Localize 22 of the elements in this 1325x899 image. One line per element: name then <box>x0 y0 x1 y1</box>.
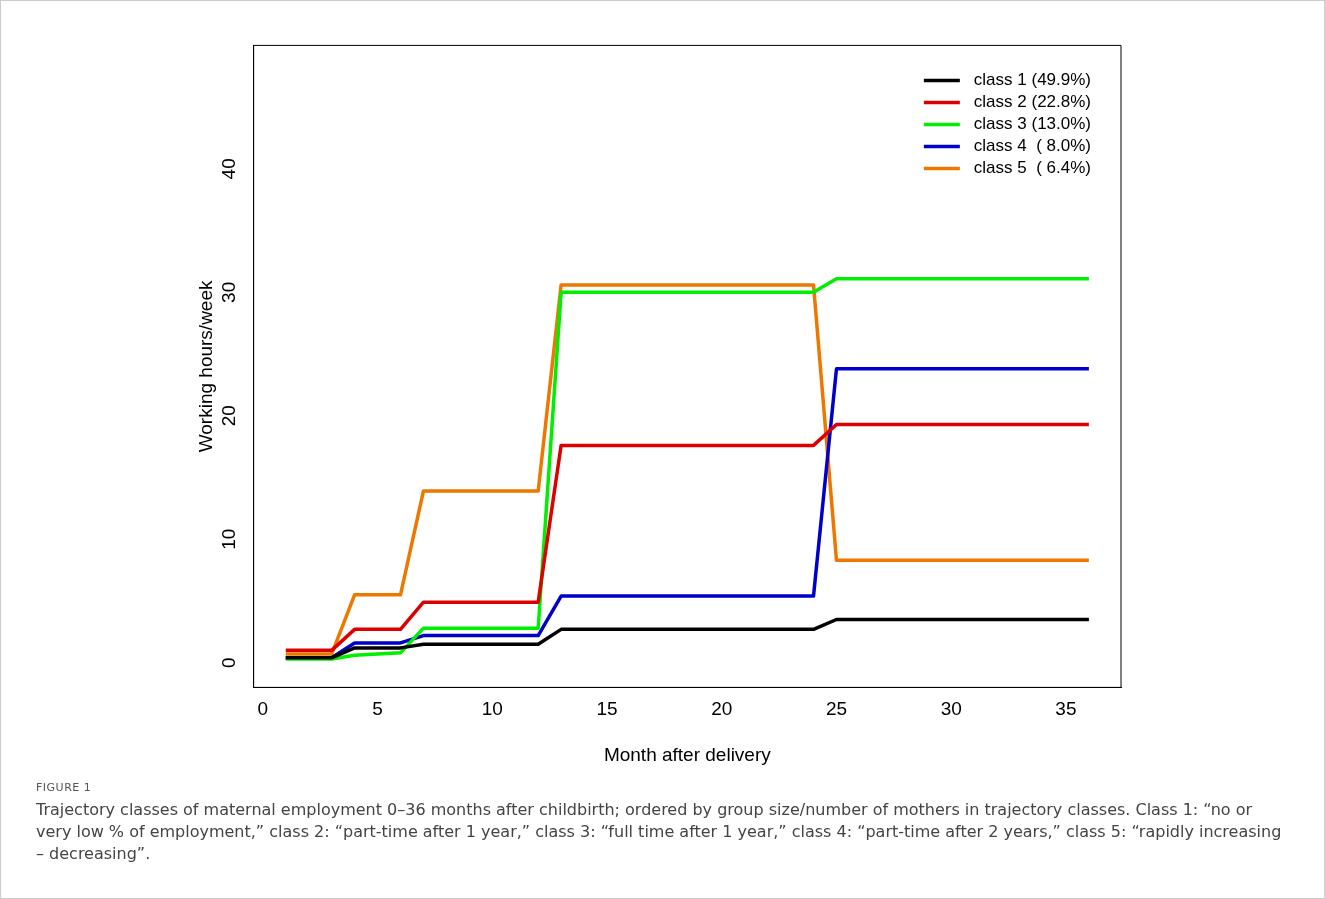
x-axis-title: Month after delivery <box>603 743 772 765</box>
x-tick-label: 15 <box>596 698 618 720</box>
x-tick-label: 0 <box>257 698 269 720</box>
y-tick-label: 0 <box>218 657 240 668</box>
y-tick-label: 20 <box>218 405 240 427</box>
legend-label: class 5 ( 6.4%) <box>973 158 1091 178</box>
x-tick-label: 10 <box>481 698 503 720</box>
legend-label: class 1 (49.9%) <box>973 70 1092 90</box>
x-tick-label: 5 <box>372 698 383 720</box>
y-axis-title: Working hours/week <box>194 280 216 453</box>
x-tick-label: 25 <box>825 698 848 720</box>
x-tick-label: 20 <box>711 698 733 720</box>
legend-label: class 4 ( 8.0%) <box>973 136 1091 156</box>
y-tick-label: 40 <box>218 158 240 180</box>
legend-label: class 2 (22.8%) <box>973 92 1092 112</box>
caption: FIGURE 1 <box>36 781 92 794</box>
y-tick-label: 30 <box>218 281 240 303</box>
x-tick-label: 35 <box>1055 698 1077 720</box>
x-tick-label: 30 <box>940 698 962 720</box>
text: Trajectory classes of maternal employment 0–36 months after childbirth; ordered by group size/number of mothers in trajectory classes. Class 1: “no or very low % of employment,” class 2: “part-time after 1 year,” class 3: “full time after 1 year,” class 4: “part-time after 2 years,” class 5: “rapidly increasing – decreasing”. <box>36 799 1283 865</box>
y-tick-label: 10 <box>218 528 240 550</box>
legend-label: class 3 (13.0%) <box>973 114 1092 134</box>
